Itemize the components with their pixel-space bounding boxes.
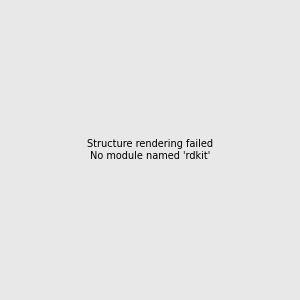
Text: Structure rendering failed
No module named 'rdkit': Structure rendering failed No module nam… bbox=[87, 139, 213, 161]
